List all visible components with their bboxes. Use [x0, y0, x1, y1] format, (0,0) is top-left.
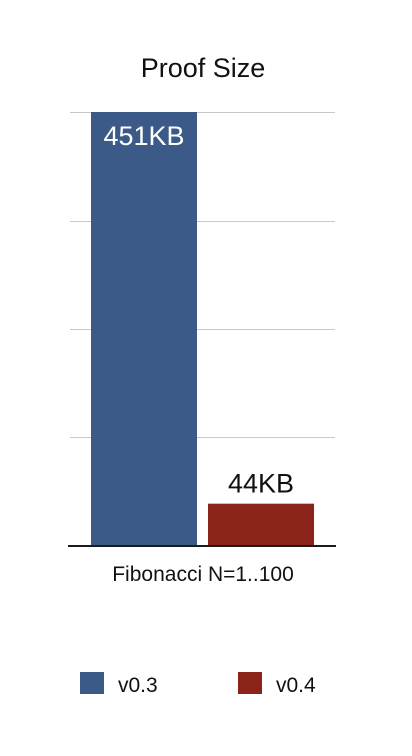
legend-label: v0.4: [276, 674, 316, 697]
chart-text: Proof Size Fibonacci N=1..100: [112, 53, 294, 586]
legend-swatch: [80, 672, 104, 694]
bar-v0-3: [91, 112, 197, 546]
legend-item-v0-4: v0.4: [238, 672, 316, 697]
chart-title: Proof Size: [141, 53, 266, 83]
bars: [91, 112, 314, 546]
legend-swatch: [238, 672, 262, 694]
data-labels: 451KB 44KB: [103, 121, 294, 499]
legend: v0.3 v0.4: [80, 672, 316, 697]
legend-item-v0-3: v0.3: [80, 672, 158, 697]
data-label-v0-4: 44KB: [228, 469, 294, 499]
category-label: Fibonacci N=1..100: [112, 563, 294, 586]
bar-v0-4: [208, 503, 314, 546]
legend-label: v0.3: [118, 674, 158, 697]
data-label-v0-3: 451KB: [103, 121, 184, 151]
